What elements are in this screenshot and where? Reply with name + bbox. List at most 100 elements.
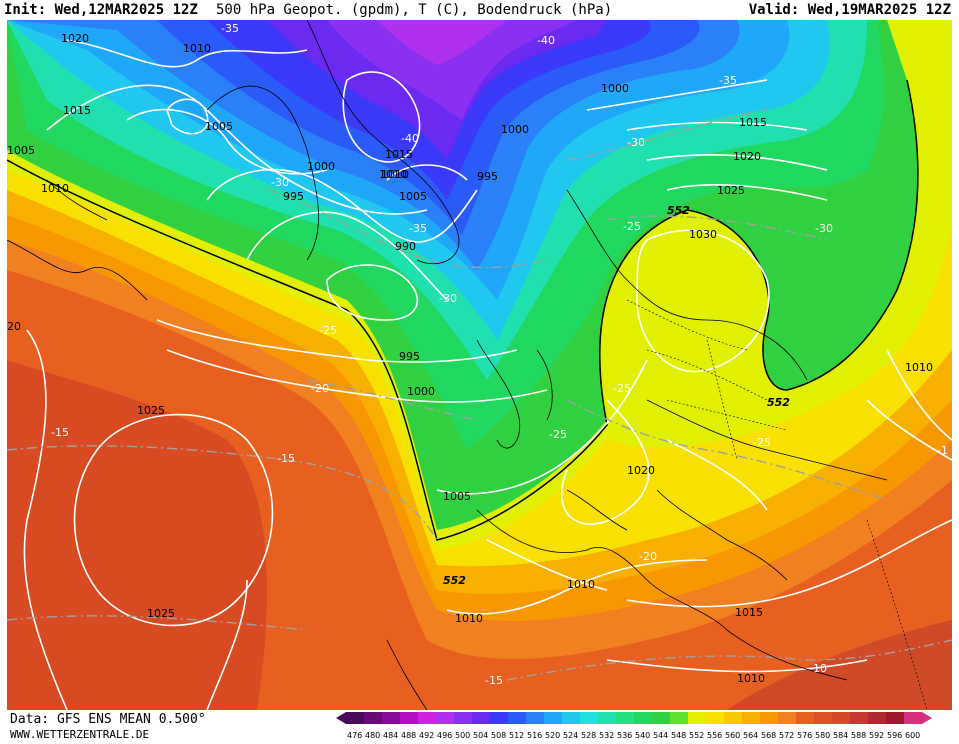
isobar-label: 1015 <box>385 148 413 161</box>
isobar-label: 1010 <box>737 672 765 685</box>
isobar-label: 1000 <box>601 82 629 95</box>
field-purple <box>327 20 577 120</box>
borders <box>626 299 928 710</box>
legend-swatch <box>868 712 886 724</box>
temp-label: -35 <box>409 222 427 235</box>
init-time: Init: Wed,12MAR2025 12Z <box>4 2 198 18</box>
legend-value: 496 <box>437 731 452 740</box>
legend-swatch <box>670 712 688 724</box>
legend-swatch <box>778 712 796 724</box>
isobar-label: 1015 <box>63 104 91 117</box>
legend-swatch <box>652 712 670 724</box>
temp-label: -30 <box>815 222 833 235</box>
field-violet <box>377 20 507 65</box>
legend-swatch <box>418 712 436 724</box>
legend-swatch <box>814 712 832 724</box>
isobar-label: 1005 <box>399 190 427 203</box>
legend-value: 560 <box>725 731 740 740</box>
legend-value: 564 <box>743 731 758 740</box>
temp-label: -25 <box>623 220 641 233</box>
legend-value: 532 <box>599 731 614 740</box>
geo552-labels: 552 552 552 <box>443 204 790 587</box>
legend-value: 568 <box>761 731 776 740</box>
legend-swatch <box>832 712 850 724</box>
temp-label: -10 <box>809 662 827 675</box>
legend-value: 552 <box>689 731 704 740</box>
legend-value: 488 <box>401 731 416 740</box>
temp-label: -1 <box>937 444 948 457</box>
temp-label: -25 <box>549 428 567 441</box>
isobar-label: 1015 <box>739 116 767 129</box>
isobar-label: 1010 <box>183 42 211 55</box>
legend-swatch <box>436 712 454 724</box>
temp-label: -30 <box>271 176 289 189</box>
legend-value: 544 <box>653 731 668 740</box>
temp-label: -25 <box>613 382 631 395</box>
field-red-sw <box>7 360 267 710</box>
legend-value: 600 <box>905 731 920 740</box>
isobar-label: 995 <box>283 190 304 203</box>
legend-value: 528 <box>581 731 596 740</box>
temp-label: -15 <box>277 452 295 465</box>
legend-swatch <box>508 712 526 724</box>
color-legend: 476 480 484 488 492 496 500 504 508 512 516 520 524 5… <box>336 712 956 740</box>
isobar-labels: 1020 1010 1015 1005 1005 1010 1010 1000 … <box>7 32 933 685</box>
legend-swatch <box>454 712 472 724</box>
legend-value: 556 <box>707 731 722 740</box>
legend-value: 484 <box>383 731 398 740</box>
legend-swatch <box>580 712 598 724</box>
isobar-label: 995 <box>399 350 420 363</box>
legend-value: 504 <box>473 731 488 740</box>
legend-swatch <box>382 712 400 724</box>
isobar-label: 1005 <box>205 120 233 133</box>
weather-map: 1020 1010 1015 1005 1005 1010 1010 1000 … <box>7 20 952 710</box>
temp-label: -20 <box>639 550 657 563</box>
legend-arrow-right <box>922 712 932 724</box>
legend-value: 572 <box>779 731 794 740</box>
coastlines <box>7 20 888 710</box>
legend-swatch <box>904 712 922 724</box>
legend-swatch <box>346 712 364 724</box>
legend-swatch <box>850 712 868 724</box>
temp-label: -40 <box>401 132 419 145</box>
temp-label: -15 <box>51 426 69 439</box>
legend-swatch <box>760 712 778 724</box>
geopotential-552-contour <box>7 79 919 541</box>
legend-value: 492 <box>419 731 434 740</box>
temp-label: -15 <box>485 674 503 687</box>
map-header: Init: Wed,12MAR2025 12Z 500 hPa Geopot. … <box>0 0 959 20</box>
legend-swatch <box>400 712 418 724</box>
legend-value: 516 <box>527 731 542 740</box>
legend-value: 588 <box>851 731 866 740</box>
isobar-label: 1030 <box>689 228 717 241</box>
legend-value: 596 <box>887 731 902 740</box>
isobar-label: 1005 <box>443 490 471 503</box>
isotherm-lines <box>7 109 952 681</box>
map-title: 500 hPa Geopot. (gpdm), T (C), Bodendruc… <box>216 2 613 18</box>
isobar-label: 1025 <box>147 607 175 620</box>
temp-label: -35 <box>221 22 239 35</box>
legend-value: 548 <box>671 731 686 740</box>
legend-value: 536 <box>617 731 632 740</box>
legend-swatch <box>796 712 814 724</box>
legend-value: 540 <box>635 731 650 740</box>
isobar-label: 1010 <box>567 578 595 591</box>
legend-swatch <box>562 712 580 724</box>
isobar-label: 995 <box>477 170 498 183</box>
temp-label: -30 <box>439 292 457 305</box>
legend-value: 592 <box>869 731 884 740</box>
legend-value: 480 <box>365 731 380 740</box>
isobar-label: 1010 <box>379 168 407 181</box>
isobar-label: 1020 <box>627 464 655 477</box>
legend-swatch <box>598 712 616 724</box>
legend-arrow-left <box>336 712 346 724</box>
isobar-label: 1020 <box>61 32 89 45</box>
legend-value: 508 <box>491 731 506 740</box>
isobar-label: 1010 <box>455 612 483 625</box>
legend-value: 512 <box>509 731 524 740</box>
legend-swatch <box>688 712 706 724</box>
data-source: Data: GFS ENS MEAN 0.500° <box>10 712 206 727</box>
isobar-lines <box>23 39 952 710</box>
temp-label: -40 <box>537 34 555 47</box>
isobar-label: 1010 <box>905 361 933 374</box>
